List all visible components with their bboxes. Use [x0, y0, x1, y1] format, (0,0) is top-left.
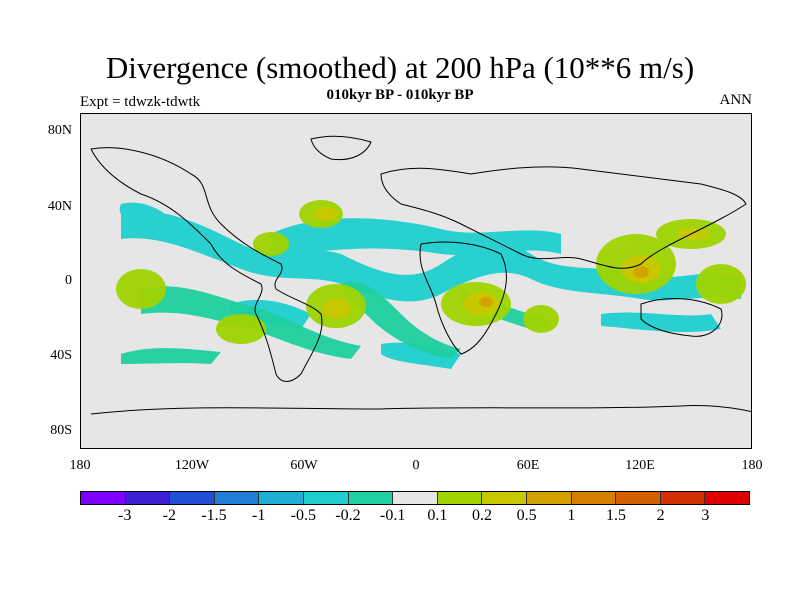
colorbar-label: 3	[701, 507, 710, 524]
lat-tick-40s: 40S	[50, 348, 72, 363]
colorbar-label: -1	[251, 507, 266, 524]
season-label: ANN	[719, 92, 753, 108]
colorbar-label: -0.2	[335, 507, 361, 524]
colorbar-swatch	[705, 492, 749, 504]
colorbar-swatch	[348, 492, 394, 504]
colorbar-label: 1.5	[606, 507, 626, 524]
colorbar-swatch	[571, 492, 617, 504]
colorbar-swatch	[660, 492, 706, 504]
colorbar-label: -0.1	[379, 507, 406, 524]
colorbar-label: 0.5	[516, 507, 537, 524]
colorbar-swatch	[170, 492, 215, 504]
chart-subtitle: 010kyr BP - 010kyr BP	[326, 87, 474, 103]
lon-tick-120w: 120W	[174, 458, 210, 473]
lon-tick-0: 0	[412, 458, 420, 473]
lat-tick-80n: 80N	[47, 123, 72, 138]
lon-tick-180e: 180	[741, 458, 763, 473]
chart-title: Divergence (smoothed) at 200 hPa (10**6 …	[105, 50, 695, 85]
lat-tick-0: 0	[65, 273, 72, 288]
map-panel	[80, 113, 752, 449]
colorbar-swatch	[437, 492, 483, 504]
colorbar-swatch	[81, 492, 126, 504]
colorbar-swatch	[214, 492, 260, 504]
lon-tick-120e: 120E	[625, 458, 655, 473]
colorbar-swatch	[616, 492, 661, 504]
colorbar-label: -1.5	[201, 507, 227, 524]
experiment-label: Expt = tdwzk-tdwtk	[80, 94, 201, 110]
colorbar-swatch	[482, 492, 527, 504]
lon-tick-60e: 60E	[516, 458, 540, 473]
colorbar-label: 0.1	[427, 507, 448, 524]
colorbar-swatch	[393, 492, 438, 504]
colorbar-label: -2	[162, 507, 176, 524]
lat-tick-80s: 80S	[50, 423, 72, 438]
colorbar-swatch	[303, 492, 349, 504]
colorbar-label: 0.2	[472, 507, 492, 524]
colorbar-label: 2	[656, 507, 665, 524]
lon-tick-60w: 60W	[290, 458, 318, 473]
lon-tick-180w: 180	[69, 458, 91, 473]
divergence-map	[90, 135, 751, 415]
colorbar-label: 1	[567, 507, 576, 524]
lat-tick-40n: 40N	[47, 199, 72, 214]
colorbar-swatch	[526, 492, 572, 504]
colorbar	[80, 491, 750, 505]
colorbar-label: -3	[117, 507, 132, 524]
colorbar-swatch	[125, 492, 171, 504]
colorbar-swatch	[259, 492, 304, 504]
colorbar-label: -0.5	[290, 507, 316, 524]
